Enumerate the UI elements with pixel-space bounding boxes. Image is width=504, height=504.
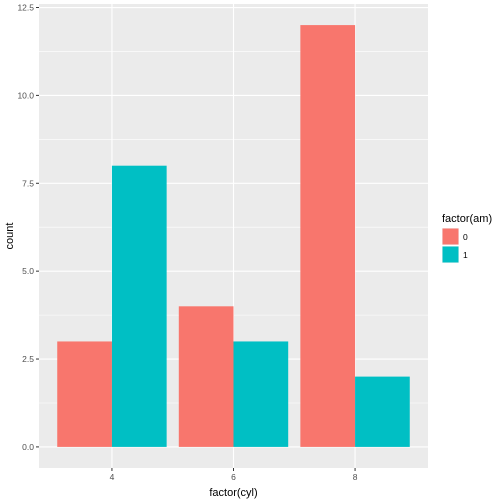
bar-cyl-8-am-1 — [355, 376, 410, 447]
x-axis-title: factor(cyl) — [209, 487, 257, 499]
bar-cyl-8-am-0 — [300, 25, 356, 447]
x-tick-label: 4 — [110, 472, 115, 482]
legend-swatch — [442, 228, 459, 245]
x-tick-label: 8 — [353, 472, 358, 482]
y-axis-title: count — [4, 223, 16, 250]
legend-label: 0 — [463, 232, 468, 242]
x-tick-label: 6 — [231, 472, 236, 482]
y-tick-label: 12.5 — [17, 3, 34, 13]
legend: factor(am) 0 1 — [442, 213, 492, 263]
legend-label: 1 — [463, 250, 468, 260]
y-axis: 0.0 2.5 5.0 7.5 10.0 12.5 — [17, 3, 39, 452]
legend-swatch — [442, 246, 459, 263]
y-tick-label: 7.5 — [22, 178, 34, 188]
bars — [57, 25, 410, 447]
legend-title: factor(am) — [442, 213, 492, 225]
x-axis: 4 6 8 — [110, 468, 358, 482]
y-tick-label: 0.0 — [22, 442, 34, 452]
y-tick-label: 10.0 — [17, 90, 34, 100]
y-tick-label: 2.5 — [22, 354, 34, 364]
y-tick-label: 5.0 — [22, 266, 34, 276]
bar-cyl-4-am-0 — [57, 341, 112, 447]
bar-cyl-6-am-1 — [233, 341, 289, 447]
bar-cyl-6-am-0 — [178, 306, 234, 447]
bar-cyl-4-am-1 — [111, 165, 167, 447]
